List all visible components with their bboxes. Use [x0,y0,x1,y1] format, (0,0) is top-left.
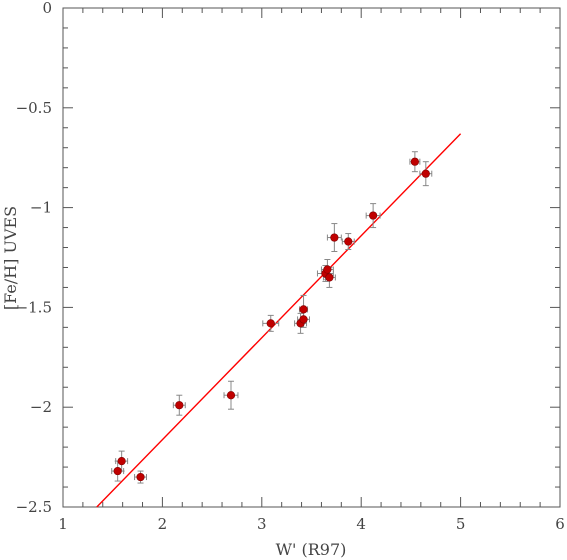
data-point [299,305,308,314]
x-tick-label: 2 [158,515,168,533]
data-point [113,466,122,476]
data-point [117,456,126,466]
data-point [369,211,378,220]
x-axis-label: W' (R97) [276,540,347,559]
y-tick-label: −0.5 [16,99,52,117]
data-point [410,157,419,166]
data-point [325,273,334,282]
error-bars-layer [111,151,433,484]
y-tick-label: 0 [42,0,52,17]
data-point [330,233,339,242]
y-tick-label: −1.5 [16,298,52,316]
y-tick-label: −1 [30,199,52,217]
data-point [421,169,430,178]
data-points-layer [113,157,430,482]
x-tick-label: 6 [555,515,565,533]
data-point [266,319,275,328]
data-point [226,391,236,400]
x-tick-label: 4 [356,515,366,533]
data-point [136,472,145,482]
x-axis-ticks: 1 2 3 4 5 6 [58,8,565,533]
y-tick-label: −2 [30,398,52,416]
x-tick-label: 3 [257,515,267,533]
y-axis-label: [Fe/H] UVES [1,206,20,310]
y-tick-label: −2.5 [16,498,52,516]
data-point [323,265,332,274]
data-point [299,315,308,324]
y-axis-ticks: 0 −0.5 −1 −1.5 −2 −2.5 [16,0,560,516]
plot-frame [62,7,561,508]
data-point [175,401,184,410]
x-tick-label: 1 [58,515,68,533]
data-point [344,237,353,246]
x-tick-label: 5 [456,515,466,533]
